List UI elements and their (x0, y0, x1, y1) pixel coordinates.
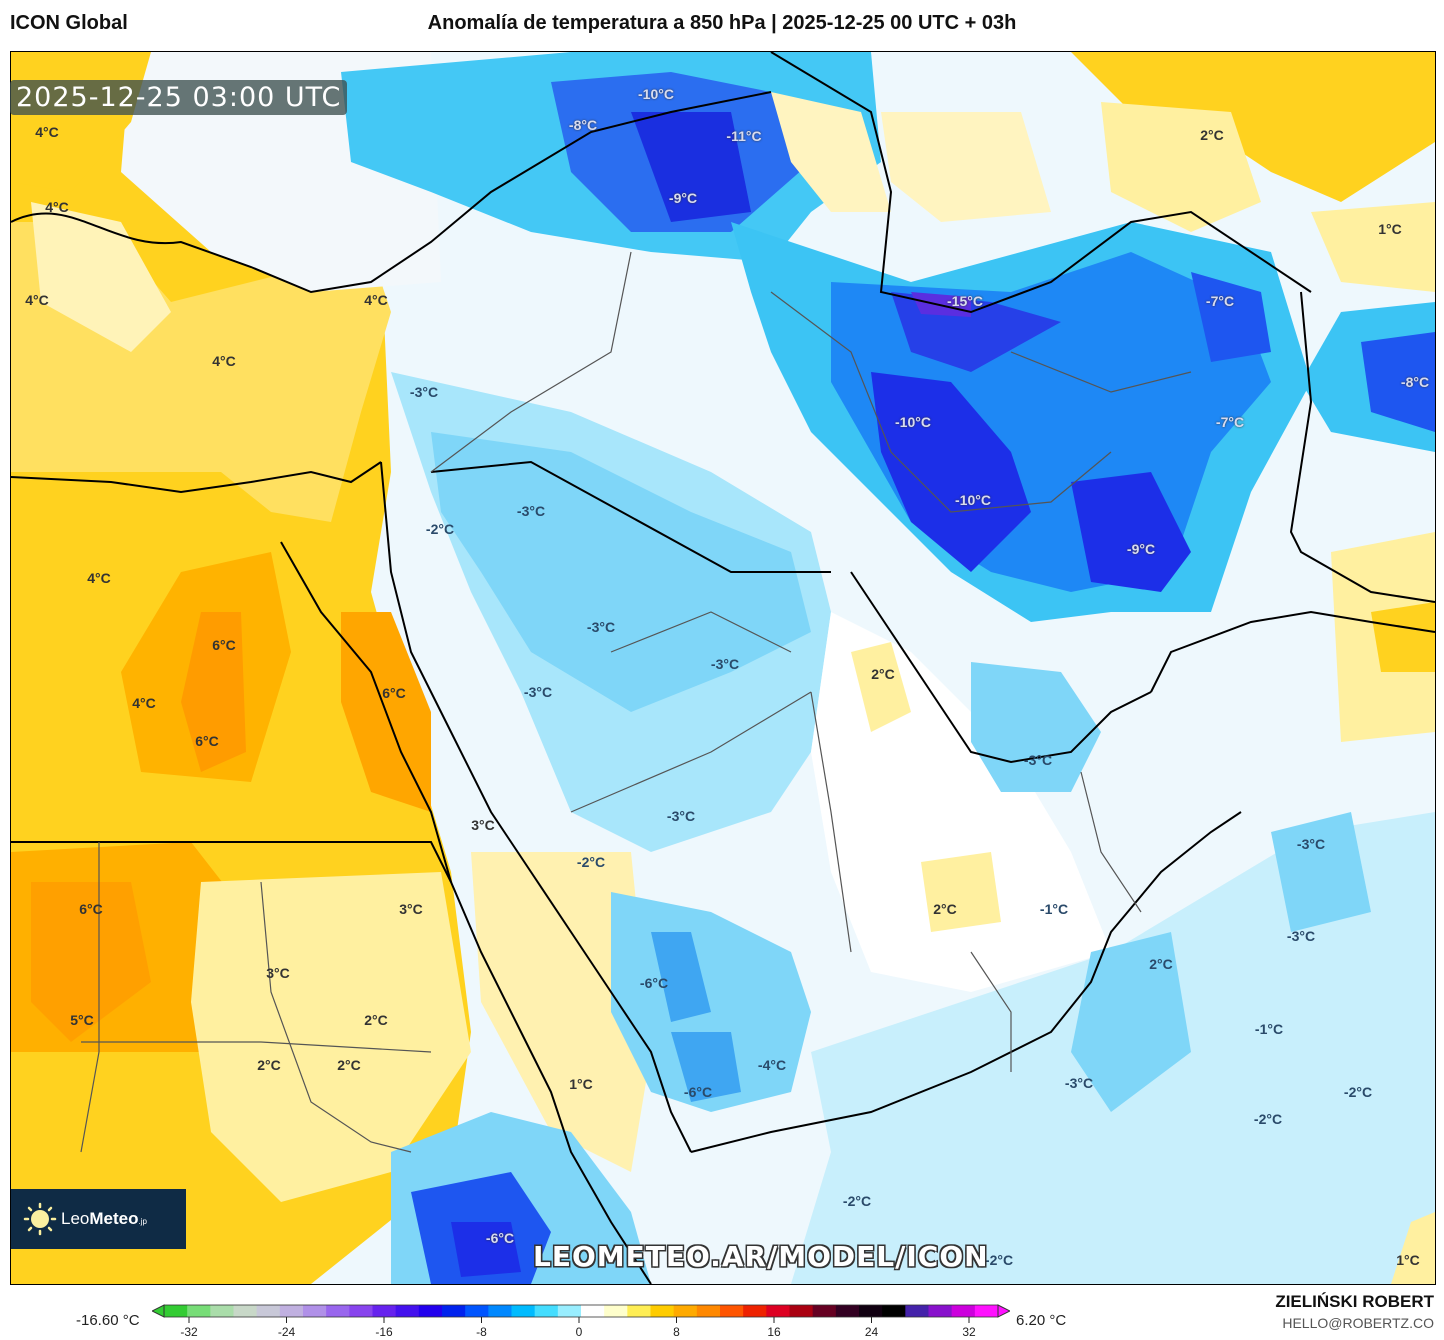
contour-label: 2°C (1200, 127, 1224, 143)
colorbar-min-value: -16.60 °C (76, 1312, 140, 1329)
contour-label: -6°C (683, 1084, 713, 1100)
contour-label: 2°C (337, 1057, 361, 1073)
author-email[interactable]: HELLO@ROBERTZ.CO (1282, 1315, 1434, 1331)
contour-label: 3°C (399, 901, 423, 917)
colorbar (152, 1304, 1010, 1323)
logo-text: LeoMeteo.jp (61, 1209, 147, 1228)
leometeo-logo[interactable]: LeoMeteo.jp (11, 1189, 186, 1249)
contour-label: 1°C (1396, 1252, 1420, 1268)
contour-label: -15°C (947, 293, 983, 309)
contour-label: -1°C (1039, 901, 1069, 917)
contour-label: -10°C (638, 86, 674, 102)
contour-label: 2°C (257, 1057, 281, 1073)
valid-time-badge: 2025-12-25 03:00 UTC (10, 80, 348, 115)
colorbar-tick-label: -24 (277, 1325, 296, 1339)
temperature-anomaly-map[interactable]: 4°C 4°C 4°C 4°C 4°C -3°C -8°C -10°C -11°C -9°C 2°C… (10, 51, 1436, 1285)
contour-label: -3°C (666, 808, 696, 824)
contour-label: 4°C (212, 353, 236, 369)
contour-label: 2°C (871, 666, 895, 682)
contour-label: -2°C (984, 1252, 1014, 1268)
contour-label: -7°C (1215, 414, 1245, 430)
contour-label: 5°C (70, 1012, 94, 1028)
chart-title: Anomalía de temperatura a 850 hPa | 2025… (0, 12, 1444, 35)
contour-label: 2°C (1149, 956, 1173, 972)
contour-label: 3°C (266, 965, 290, 981)
contour-label: -3°C (1064, 1075, 1094, 1091)
colorbar-tick-label: -16 (375, 1325, 393, 1339)
contour-label: -2°C (1253, 1111, 1283, 1127)
contour-label: -7°C (1205, 293, 1235, 309)
colorbar-tick-label: 0 (575, 1325, 583, 1339)
colorbar-tick-label: 16 (767, 1325, 781, 1339)
author-name: ZIELIŃSKI ROBERT (1275, 1292, 1434, 1311)
contour-label: 4°C (25, 292, 49, 308)
colorbar-tick-label: 24 (864, 1325, 879, 1339)
contour-label: -3°C (523, 684, 553, 700)
contour-label: -6°C (639, 975, 669, 991)
contour-label: -9°C (668, 190, 698, 206)
contour-label: 4°C (35, 124, 59, 140)
contour-label: -2°C (842, 1193, 872, 1209)
contour-label: 1°C (1378, 221, 1402, 237)
colorbar-tick-label: -32 (180, 1325, 198, 1339)
contour-label: 6°C (195, 733, 219, 749)
contour-label: 6°C (382, 685, 406, 701)
contour-label: 1°C (569, 1076, 593, 1092)
contour-label: -2°C (1343, 1084, 1373, 1100)
sun-icon (23, 1202, 57, 1236)
contour-label: -3°C (1286, 928, 1316, 944)
contour-label: -3°C (1023, 752, 1053, 768)
source-watermark: LEOMETEO.AR/MODEL/ICON (533, 1240, 989, 1273)
contour-label: -2°C (576, 854, 606, 870)
contour-label: -3°C (409, 384, 439, 400)
contour-label: 4°C (45, 199, 69, 215)
contour-label: 6°C (212, 637, 236, 653)
contour-label: 4°C (132, 695, 156, 711)
contour-label: -8°C (568, 117, 598, 133)
contour-label: -11°C (726, 128, 762, 144)
contour-label: -10°C (955, 492, 991, 508)
colorbar-max-value: 6.20 °C (1016, 1312, 1067, 1329)
contour-label: -2°C (425, 521, 455, 537)
contour-label: 2°C (933, 901, 957, 917)
contour-label: 2°C (364, 1012, 388, 1028)
contour-label: -9°C (1126, 541, 1156, 557)
model-name: ICON Global (10, 12, 128, 34)
colorbar-tick-label: 8 (673, 1325, 680, 1339)
contour-label: 4°C (364, 292, 388, 308)
colorbar-tick-label: 32 (962, 1325, 976, 1339)
contour-label: 6°C (79, 901, 103, 917)
contour-label: -4°C (757, 1057, 787, 1073)
contour-label: -3°C (516, 503, 546, 519)
contour-label: -1°C (1254, 1021, 1284, 1037)
contour-label: -3°C (586, 619, 616, 635)
contour-label: -6°C (485, 1230, 515, 1246)
contour-label: -3°C (710, 656, 740, 672)
contour-label: 4°C (87, 570, 111, 586)
contour-label: -8°C (1400, 374, 1430, 390)
contour-label: 3°C (471, 817, 495, 833)
colorbar-tick-label: -8 (476, 1325, 487, 1339)
contour-label: -10°C (895, 414, 931, 430)
chart-title-text: Anomalía de temperatura a 850 hPa | 2025… (427, 12, 1017, 34)
contour-label: -3°C (1296, 836, 1326, 852)
